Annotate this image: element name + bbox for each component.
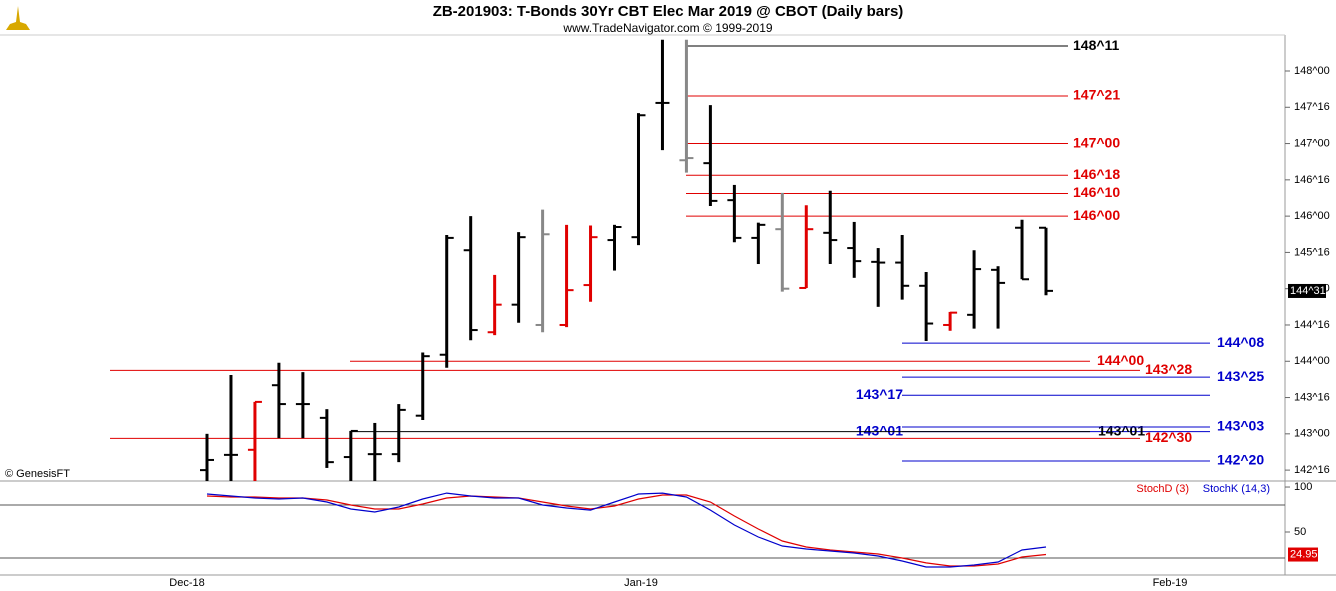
level-label: 146^18 bbox=[1073, 166, 1120, 182]
y-tick-label: 147^16 bbox=[1294, 101, 1330, 113]
chart-title: ZB-201903: T-Bonds 30Yr CBT Elec Mar 201… bbox=[433, 3, 904, 20]
level-label: 143^17 bbox=[856, 386, 903, 402]
last-value-label: 24.95 bbox=[1290, 548, 1318, 560]
last-price-label: 144^31 bbox=[1290, 285, 1326, 297]
annotation: © GenesisFT bbox=[5, 468, 70, 480]
price-bars bbox=[200, 39, 1053, 481]
legend-label: StochD (3) bbox=[1136, 483, 1189, 495]
last-value-box bbox=[1288, 547, 1318, 562]
stoch-line bbox=[206, 494, 1047, 567]
level-label: 144^00 bbox=[1097, 352, 1144, 368]
legend-label: StochK (14,3) bbox=[1203, 483, 1270, 495]
level-label: 142^20 bbox=[1217, 452, 1264, 468]
level-label: 143^25 bbox=[1217, 368, 1264, 384]
chart-subtitle: www.TradeNavigator.com © 1999-2019 bbox=[562, 21, 772, 35]
stoch-line bbox=[206, 492, 1047, 568]
level-label: 143^03 bbox=[1217, 418, 1264, 434]
level-label: 142^30 bbox=[1145, 429, 1192, 445]
y-tick-label: 143^16 bbox=[1294, 391, 1330, 403]
level-label: 148^11 bbox=[1073, 37, 1120, 53]
level-label: 143^01 bbox=[856, 422, 903, 438]
y-tick-label: 146^00 bbox=[1294, 210, 1330, 222]
last-price-box bbox=[1288, 283, 1326, 298]
level-label: 146^00 bbox=[1073, 207, 1120, 223]
x-tick-label: Feb-19 bbox=[1153, 577, 1188, 589]
y-tick-label: 143^00 bbox=[1294, 428, 1330, 440]
level-label: 144^08 bbox=[1217, 334, 1264, 350]
y-tick-label: 145^16 bbox=[1294, 246, 1330, 258]
x-tick-label: Jan-19 bbox=[624, 577, 658, 589]
y-tick-label: 146^16 bbox=[1294, 174, 1330, 186]
y-tick-label: 144^00 bbox=[1294, 355, 1330, 367]
logo bbox=[6, 6, 30, 30]
x-tick-label: Dec-18 bbox=[169, 577, 204, 589]
y-tick-label: 148^00 bbox=[1294, 65, 1330, 77]
y-tick-label: 50 bbox=[1294, 526, 1306, 538]
level-label: 147^21 bbox=[1073, 87, 1120, 103]
y-tick-label: 147^00 bbox=[1294, 137, 1330, 149]
level-label: 147^00 bbox=[1073, 134, 1120, 150]
y-tick-label: 144^16 bbox=[1294, 319, 1330, 331]
level-label: 143^01 bbox=[1098, 422, 1145, 438]
y-tick-label: 142^16 bbox=[1294, 464, 1330, 476]
y-tick-label: 100 bbox=[1294, 481, 1312, 493]
level-label: 143^28 bbox=[1145, 361, 1192, 377]
level-label: 146^10 bbox=[1073, 184, 1120, 200]
